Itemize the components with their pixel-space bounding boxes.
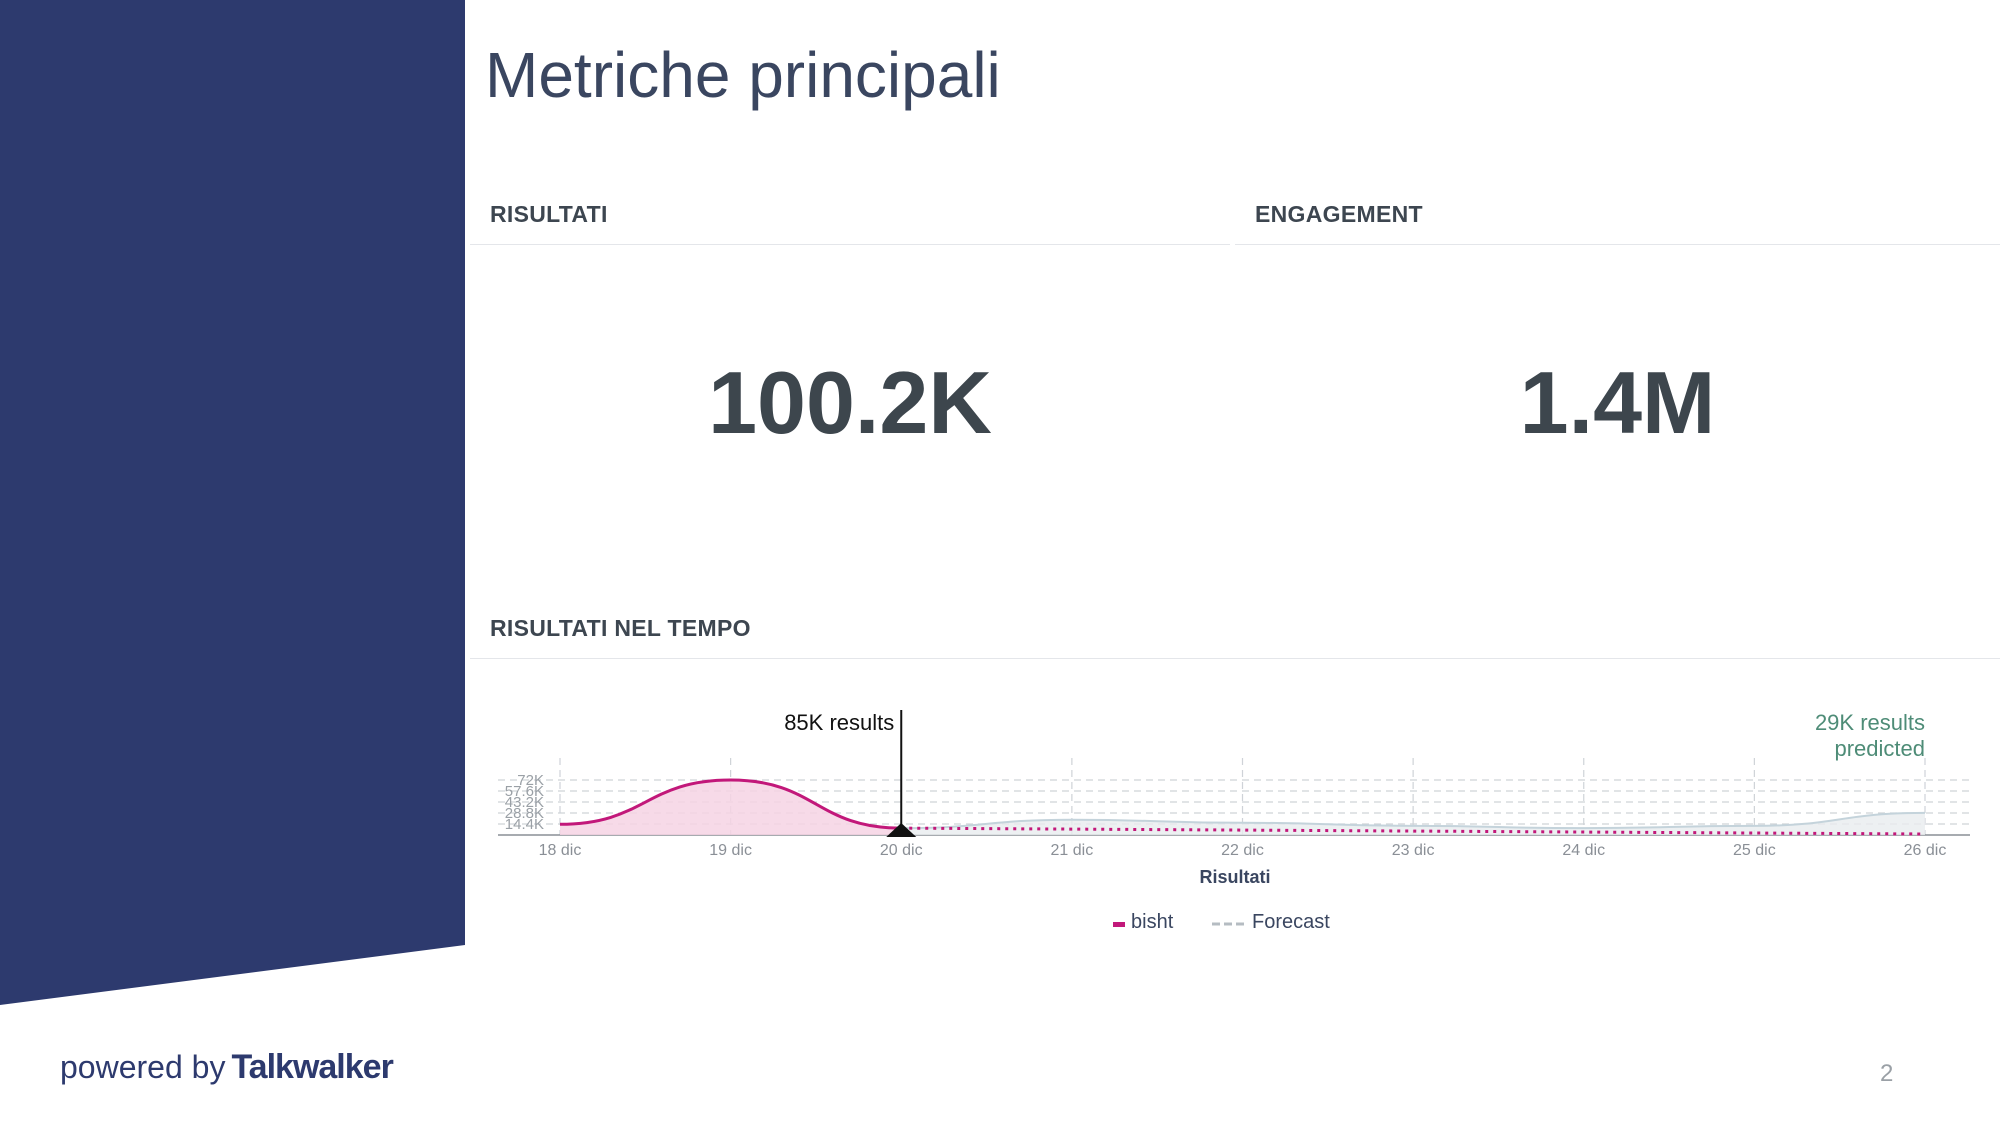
x-tick-label: 26 dic: [1904, 842, 1947, 859]
bisht-area: [560, 780, 902, 835]
engagement-card-label: ENGAGEMENT: [1255, 201, 1423, 227]
brand-name: Talkwalker: [231, 1048, 393, 1086]
x-axis-title: Risultati: [1199, 867, 1270, 887]
slide-title: Metriche principali: [485, 39, 1001, 111]
engagement-value: 1.4M: [1519, 353, 1716, 452]
over-time-card-divider: [470, 658, 2000, 659]
legend-forecast-label: Forecast: [1252, 911, 1330, 933]
bisht-line: [559, 778, 902, 830]
results-value: 100.2K: [708, 353, 992, 452]
powered-by-text: powered by: [60, 1049, 226, 1085]
bisht-forecast-line: [901, 826, 1926, 836]
page-number: 2: [1880, 1060, 1894, 1087]
side-panel-shape: [0, 0, 465, 1005]
y-tick-label: 43.2K: [505, 794, 544, 811]
over-time-card-label: RISULTATI NEL TEMPO: [490, 615, 751, 641]
y-tick-label: 72K: [517, 772, 544, 789]
side-panel: [0, 0, 465, 1005]
annotation-predicted-line2: predicted: [1834, 736, 1925, 761]
x-tick-label: 23 dic: [1392, 842, 1435, 859]
powered-by-logo: powered by Talkwalker: [60, 1048, 394, 1087]
results-card-divider: [470, 244, 1230, 245]
legend-bisht-swatch: [1113, 922, 1125, 927]
engagement-card-divider: [1235, 244, 2000, 245]
current-marker-triangle: [886, 823, 917, 837]
x-tick-label: 20 dic: [880, 842, 923, 859]
x-tick-label: 18 dic: [539, 842, 582, 859]
results-card-label: RISULTATI: [490, 201, 608, 227]
x-tick-label: 25 dic: [1733, 842, 1776, 859]
forecast-area: [901, 812, 1925, 835]
y-tick-label: 28.8K: [505, 805, 544, 822]
x-tick-label: 24 dic: [1562, 842, 1605, 859]
y-tick-label: 14.4K: [505, 816, 544, 833]
annotation-actual-results: 85K results: [784, 710, 894, 735]
legend-bisht-label: bisht: [1131, 911, 1174, 933]
x-tick-label: 22 dic: [1221, 842, 1264, 859]
x-tick-label: 21 dic: [1051, 842, 1094, 859]
x-tick-label: 19 dic: [709, 842, 752, 859]
annotation-predicted-line1: 29K results: [1815, 710, 1925, 735]
forecast-line: [901, 811, 1926, 830]
y-tick-label: 57.6K: [505, 783, 544, 800]
